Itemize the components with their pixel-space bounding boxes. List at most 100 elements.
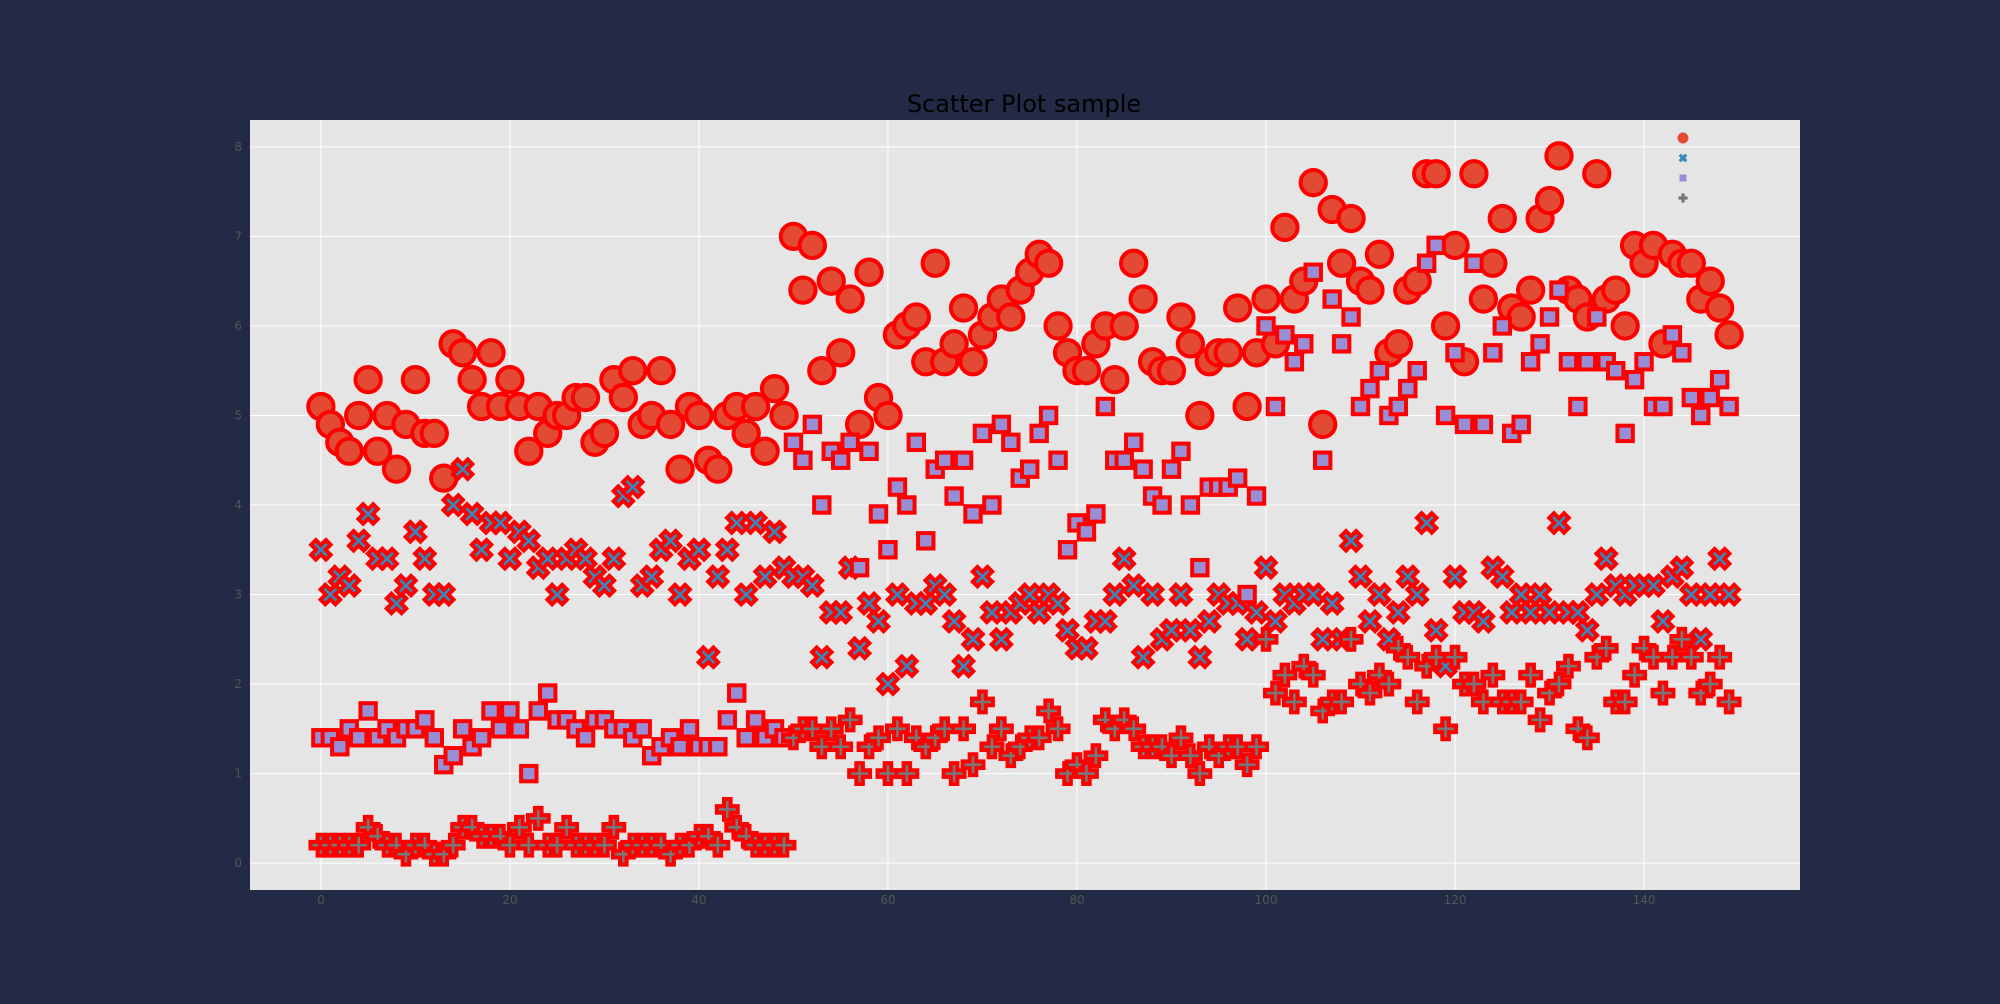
data-point [1347,564,1374,590]
legend-marker [1678,193,1688,203]
data-point [1478,248,1508,278]
data-point [348,728,369,748]
data-point [1177,743,1203,769]
data-point [835,284,865,314]
data-point [1426,235,1446,256]
data-point [714,796,740,822]
data-point [1669,555,1695,581]
data-point [1574,725,1600,751]
data-point [1331,334,1352,354]
data-point [873,400,903,431]
data-point [1338,626,1364,652]
data-point [1180,495,1201,515]
data-point [1213,338,1243,368]
data-point [1029,423,1049,444]
data-point [677,832,702,858]
data-point [440,832,466,858]
data-point [1430,311,1461,341]
data-point [495,365,525,395]
data-point [1244,734,1270,760]
data-point [334,436,364,466]
data-point [797,230,827,260]
data-point [1716,581,1742,608]
data-point [1440,230,1470,260]
data-point [383,590,410,617]
data-point [1650,608,1676,634]
data-point [419,418,449,449]
data-point [799,573,825,599]
data-point [752,564,778,590]
data-point [972,423,993,444]
data-point [828,734,854,760]
data-point [1156,356,1187,386]
data-point [415,710,435,730]
data-point [443,745,463,766]
data-point [1398,378,1418,399]
data-point [1615,423,1635,444]
data-point [1102,581,1128,608]
data-point [381,454,412,484]
data-point [875,671,901,697]
data-point [1364,239,1395,269]
data-point [731,418,761,449]
data-point [826,338,856,368]
data-point [519,763,539,784]
data-point [1697,581,1723,608]
data-point [1140,581,1166,608]
x-tick-label: 60 [880,893,895,907]
data-point [1300,662,1326,688]
data-point [1577,352,1598,372]
data-point [431,841,457,867]
data-point [1121,573,1147,599]
data-point [1357,608,1383,634]
data-point [1695,266,1725,296]
data-point [429,463,459,493]
data-point [1237,584,1257,605]
data-point [1714,320,1744,350]
data-point [1308,409,1338,440]
data-point [665,454,695,484]
data-point [1676,248,1706,278]
data-point [1565,599,1591,625]
data-point [988,626,1014,652]
data-point [1336,203,1366,234]
data-point [346,832,372,858]
data-point [538,683,558,703]
data-point [1298,168,1328,198]
data-point [400,365,431,395]
data-point [497,546,523,572]
data-point [1383,329,1413,359]
data-point [1045,590,1071,617]
data-point [837,707,863,733]
data-point [1697,671,1723,697]
data-point [1100,365,1130,395]
data-point [771,832,797,858]
data-point [1187,761,1213,787]
data-point [1206,743,1232,769]
data-point [1678,581,1704,608]
data-point [525,805,551,831]
data-point [783,432,804,453]
data-point [1688,680,1714,706]
data-point [894,653,920,679]
data-point [1253,626,1279,652]
data-point [1054,617,1081,643]
data-point [1442,644,1468,670]
data-point [1601,275,1631,305]
data-point [1272,662,1298,688]
data-point [1558,352,1579,372]
y-tick-label: 2 [234,677,242,691]
data-point [1423,644,1449,670]
data-point [353,365,383,395]
data-point [724,510,750,536]
data-point [859,441,879,461]
data-point [1681,387,1702,408]
data-point [1606,360,1626,381]
data-point [1121,716,1147,742]
data-point [1518,599,1544,625]
data-point [344,400,374,431]
chart-title: Scatter Plot sample [907,90,1141,118]
data-point [1095,396,1116,417]
data-point [1612,689,1638,715]
